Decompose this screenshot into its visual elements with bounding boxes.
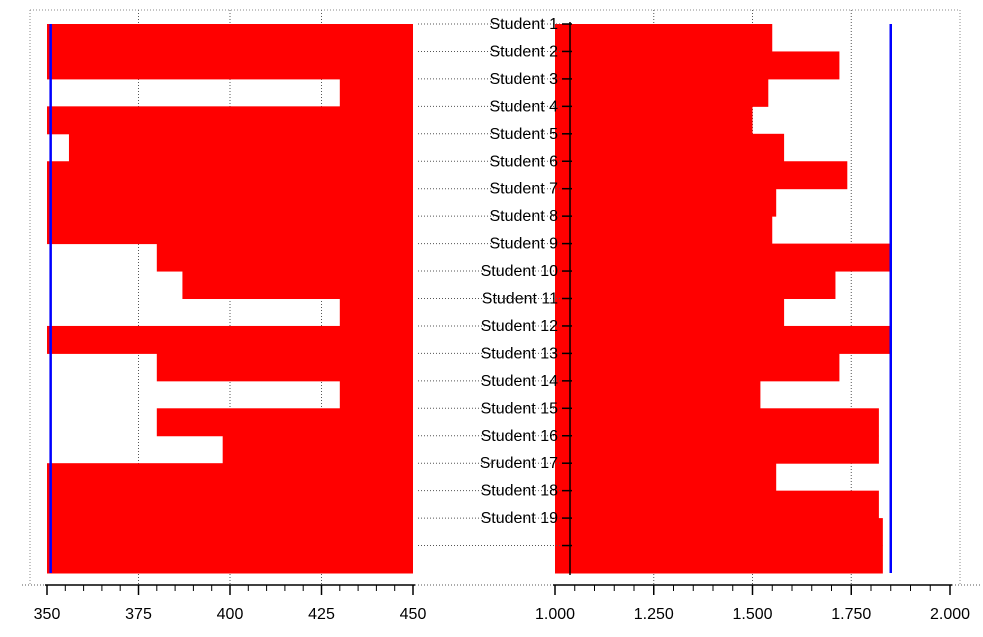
category-label: Student 5 (490, 126, 559, 143)
left-bar (47, 325, 413, 354)
right-panel-bars (555, 24, 891, 574)
right-bar (555, 463, 777, 492)
right-bar (555, 216, 773, 245)
right-x-tick-label: 1.500 (732, 606, 772, 623)
left-bar (47, 463, 413, 492)
category-axis: Student 1 Student 2 Student 3 Student 4 Stud… (418, 16, 572, 575)
left-panel-grid (29, 9, 961, 585)
category-label: Student 2 (490, 43, 559, 60)
left-bar (182, 271, 413, 299)
left-bar (339, 78, 413, 107)
right-bar (555, 161, 848, 190)
right-bar (555, 243, 891, 272)
left-bar (47, 518, 413, 547)
category-label: Student 6 (490, 153, 559, 170)
left-x-tick-label: 450 (400, 606, 427, 623)
category-label: Student 16 (481, 428, 559, 445)
left-x-tick-label: 375 (125, 606, 152, 623)
category-label: Student 4 (490, 98, 559, 115)
category-label: Student 15 (481, 400, 559, 417)
right-bar (555, 78, 769, 107)
right-x-tick-label: 1.250 (634, 606, 674, 623)
right-x-tick-label: 1.000 (535, 606, 575, 623)
right-bar (555, 490, 879, 519)
left-bar (222, 435, 413, 464)
category-label: Student 1 (490, 16, 559, 33)
right-bar (555, 188, 777, 217)
left-panel-bars (47, 24, 414, 574)
category-label: Student 10 (481, 263, 559, 280)
right-x-tick-label: 2.000 (930, 606, 970, 623)
right-bar (555, 24, 773, 52)
left-x-tick-label: 425 (308, 606, 335, 623)
left-bar (156, 353, 414, 382)
right-bar (555, 545, 883, 574)
right-bar (555, 380, 761, 409)
category-label: Student 12 (481, 318, 559, 335)
left-bar (339, 298, 413, 327)
left-bar (68, 133, 414, 162)
category-label: Student 3 (490, 71, 559, 88)
left-bar (47, 216, 413, 245)
category-label: Student 8 (490, 208, 559, 225)
category-label: Student 18 (481, 483, 559, 500)
left-bar (47, 161, 413, 190)
left-bar (47, 106, 413, 135)
bottom-axis: 350 375 400 425 450 1.000 1.250 1.500 1.750 2.000 (22, 584, 980, 623)
right-bar (555, 298, 785, 327)
right-bar (555, 106, 753, 135)
right-bar (555, 51, 840, 80)
left-x-tick-label: 350 (34, 606, 61, 623)
category-label: Student 9 (490, 236, 559, 253)
category-label: Student 7 (490, 181, 559, 198)
left-bar (47, 51, 413, 80)
right-bar (555, 518, 883, 547)
right-bar (555, 133, 785, 162)
left-bar (47, 545, 413, 574)
category-label: Student 19 (481, 510, 559, 527)
right-bar (555, 353, 840, 382)
left-bar (47, 24, 413, 52)
left-bar (339, 380, 413, 409)
left-bar (156, 408, 414, 437)
left-bar (47, 490, 413, 519)
category-label: Student 11 (482, 291, 558, 308)
left-bar (47, 188, 413, 217)
category-label: Student 13 (481, 345, 559, 362)
right-bar (555, 408, 879, 437)
right-bar (555, 271, 836, 299)
right-bar (555, 325, 891, 354)
category-label: Student 14 (481, 373, 559, 390)
right-bar (555, 435, 879, 464)
left-x-tick-label: 400 (217, 606, 244, 623)
right-x-tick-label: 1.750 (831, 606, 871, 623)
category-label: Srudent 17 (480, 455, 558, 472)
left-bar (156, 243, 414, 272)
